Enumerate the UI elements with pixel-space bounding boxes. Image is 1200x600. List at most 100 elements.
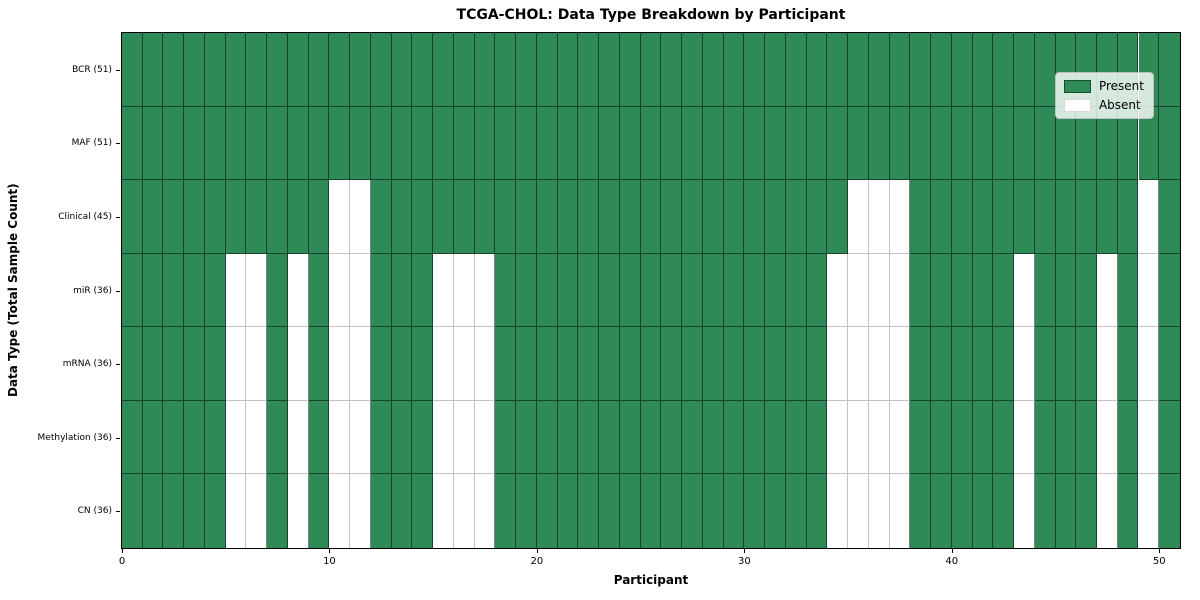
matrix-cell bbox=[536, 106, 558, 181]
matrix-cell bbox=[184, 33, 205, 107]
matrix-cell bbox=[1055, 400, 1077, 475]
matrix-cell bbox=[370, 327, 392, 401]
matrix-cell bbox=[785, 327, 807, 401]
y-tick-label: mRNA (36) bbox=[62, 359, 112, 370]
matrix-cell bbox=[661, 106, 683, 181]
matrix-cell bbox=[702, 474, 724, 548]
matrix-cell bbox=[433, 253, 454, 328]
matrix-cell bbox=[806, 253, 828, 328]
matrix-cell bbox=[993, 253, 1015, 328]
matrix-cell bbox=[308, 474, 330, 548]
matrix-cell bbox=[682, 474, 703, 548]
matrix-cell bbox=[640, 474, 662, 548]
matrix-cell bbox=[370, 106, 392, 181]
matrix-cell bbox=[723, 400, 745, 475]
x-tick-label: 0 bbox=[118, 556, 126, 567]
matrix-cell bbox=[765, 400, 786, 475]
matrix-cell bbox=[516, 180, 537, 254]
matrix-cell bbox=[931, 33, 952, 107]
x-axis-label: Participant bbox=[613, 573, 689, 587]
matrix-cell bbox=[599, 33, 620, 107]
matrix-cell bbox=[267, 180, 288, 254]
matrix-cell bbox=[142, 253, 164, 328]
matrix-cell bbox=[1014, 106, 1035, 181]
matrix-cell bbox=[682, 106, 703, 181]
matrix-cell bbox=[557, 106, 579, 181]
matrix-cell bbox=[329, 106, 351, 181]
matrix-cell bbox=[557, 180, 579, 254]
matrix-cell bbox=[1159, 253, 1180, 328]
matrix-cell bbox=[848, 474, 869, 548]
matrix-cell bbox=[163, 106, 185, 181]
matrix-cell bbox=[370, 400, 392, 475]
x-tick-mark bbox=[536, 549, 538, 553]
matrix-cell bbox=[744, 474, 766, 548]
matrix-cell bbox=[536, 474, 558, 548]
matrix-cell bbox=[1034, 253, 1056, 328]
matrix-cell bbox=[308, 253, 330, 328]
matrix-cell bbox=[329, 327, 351, 401]
matrix-cell bbox=[723, 106, 745, 181]
matrix-cell bbox=[1014, 327, 1035, 401]
matrix-cell bbox=[184, 253, 205, 328]
matrix-cell bbox=[806, 33, 828, 107]
matrix-cell bbox=[744, 180, 766, 254]
matrix-cell bbox=[163, 253, 185, 328]
matrix-cell bbox=[204, 253, 226, 328]
matrix-cell bbox=[827, 180, 849, 254]
matrix-cell bbox=[806, 327, 828, 401]
matrix-cell bbox=[308, 106, 330, 181]
matrix-cell bbox=[267, 400, 288, 475]
matrix-cell bbox=[1034, 180, 1056, 254]
matrix-cell bbox=[391, 400, 413, 475]
x-tick-mark bbox=[744, 549, 746, 553]
matrix-cell bbox=[495, 400, 517, 475]
matrix-cell bbox=[889, 327, 911, 401]
y-tick-mark bbox=[116, 143, 120, 145]
legend-present-swatch bbox=[1063, 79, 1091, 93]
matrix-cell bbox=[661, 474, 683, 548]
matrix-cell bbox=[993, 400, 1015, 475]
matrix-cell bbox=[412, 33, 434, 107]
matrix-cell bbox=[433, 327, 454, 401]
matrix-cell bbox=[204, 474, 226, 548]
matrix-cell bbox=[827, 253, 849, 328]
matrix-cell bbox=[350, 400, 371, 475]
matrix-cell bbox=[204, 180, 226, 254]
matrix-cell bbox=[848, 106, 869, 181]
matrix-cell bbox=[640, 400, 662, 475]
matrix-cell bbox=[1034, 327, 1056, 401]
matrix-cell bbox=[225, 33, 247, 107]
matrix-cell bbox=[848, 253, 869, 328]
matrix-cell bbox=[122, 400, 143, 475]
matrix-cell bbox=[453, 253, 475, 328]
matrix-cells bbox=[122, 33, 1180, 548]
matrix-cell bbox=[868, 327, 890, 401]
matrix-cell bbox=[1117, 474, 1139, 548]
matrix-cell bbox=[931, 474, 952, 548]
matrix-cell bbox=[391, 253, 413, 328]
matrix-cell bbox=[287, 474, 309, 548]
matrix-cell bbox=[453, 33, 475, 107]
matrix-cell bbox=[1055, 253, 1077, 328]
matrix-cell bbox=[536, 400, 558, 475]
matrix-cell bbox=[619, 327, 641, 401]
matrix-cell bbox=[702, 180, 724, 254]
matrix-cell bbox=[350, 253, 371, 328]
matrix-cell bbox=[661, 180, 683, 254]
matrix-cell bbox=[868, 106, 890, 181]
y-axis: BCR (51) MAF (51) Clinical (45) miR (36) mRN… bbox=[0, 33, 121, 548]
y-tick-label: Methylation (36) bbox=[37, 432, 112, 443]
y-tick-label: miR (36) bbox=[73, 285, 112, 296]
matrix-cell bbox=[765, 33, 786, 107]
matrix-cell bbox=[308, 33, 330, 107]
matrix-cell bbox=[1097, 474, 1118, 548]
matrix-cell bbox=[1097, 400, 1118, 475]
matrix-cell bbox=[702, 33, 724, 107]
matrix-cell bbox=[993, 106, 1015, 181]
matrix-cell bbox=[122, 106, 143, 181]
matrix-cell bbox=[1055, 180, 1077, 254]
matrix-cell bbox=[1014, 474, 1035, 548]
matrix-cell bbox=[931, 180, 952, 254]
matrix-cell bbox=[619, 474, 641, 548]
